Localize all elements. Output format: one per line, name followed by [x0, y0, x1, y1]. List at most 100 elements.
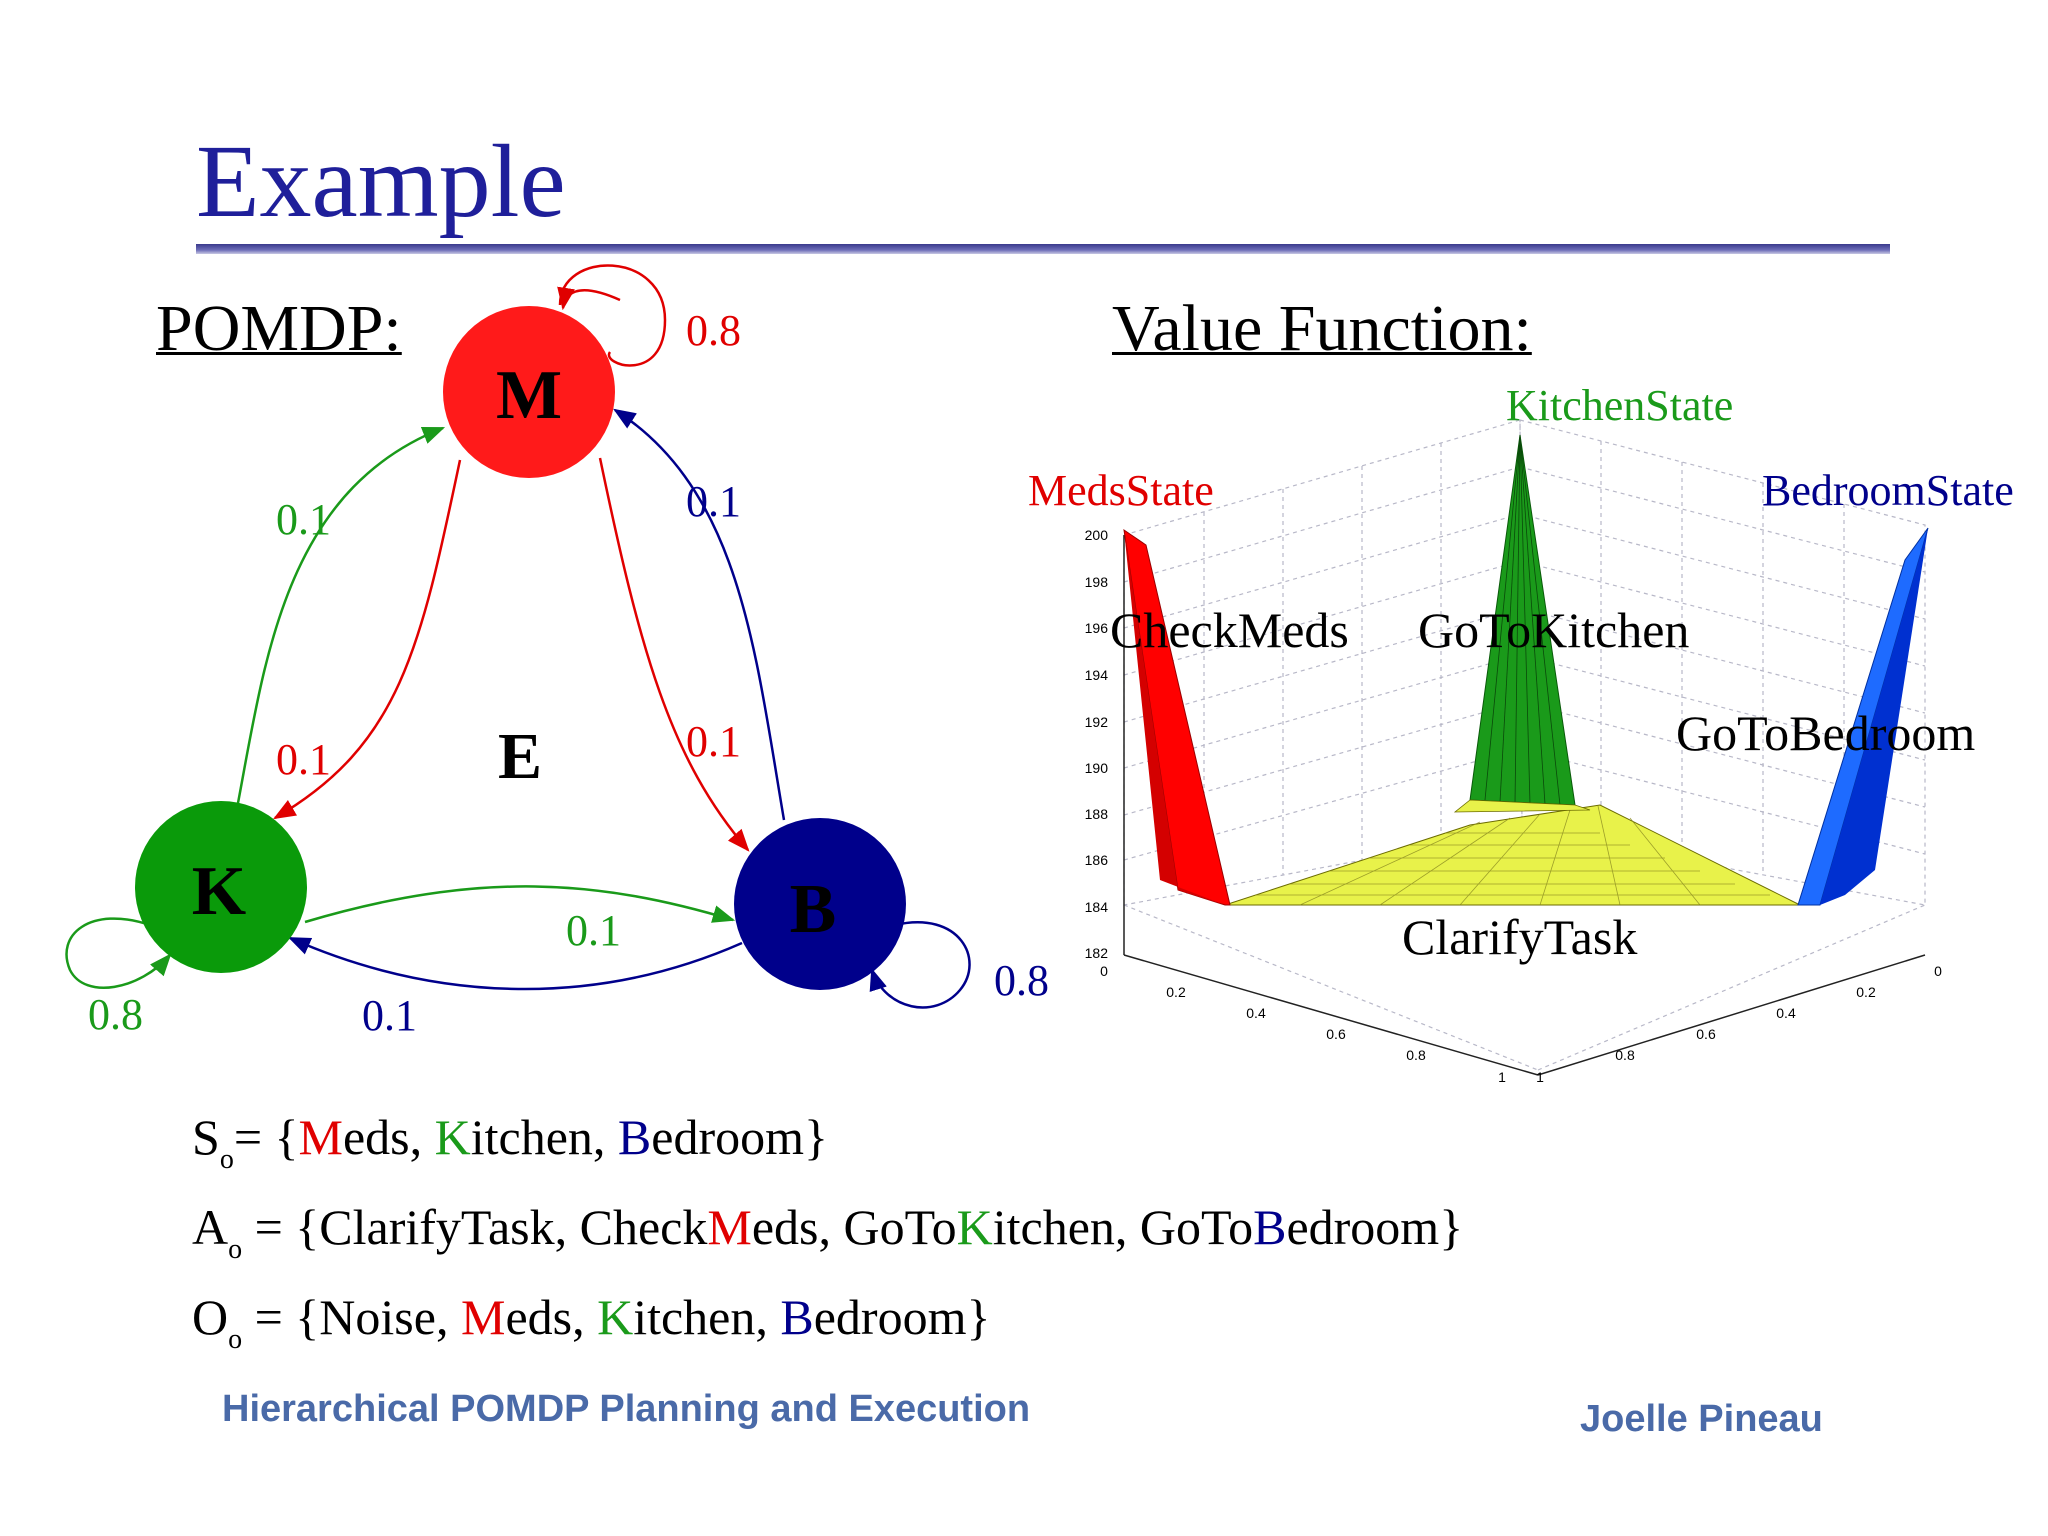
- z-tick-label: 184: [1085, 899, 1109, 915]
- set-text: eds,: [505, 1289, 598, 1345]
- clarify-task-label: ClarifyTask: [1402, 909, 1637, 965]
- set-text: edroom}: [651, 1109, 829, 1165]
- x-tick-label: 0.8: [1406, 1047, 1426, 1063]
- label-k-to-b: 0.1: [566, 906, 621, 955]
- initial-m: M: [298, 1109, 343, 1165]
- set-text: eds,: [342, 1109, 435, 1165]
- z-tick-label: 186: [1085, 852, 1109, 868]
- set-open: = {: [233, 1109, 299, 1165]
- label-b-to-m: 0.1: [686, 477, 741, 526]
- initial-k: K: [956, 1199, 993, 1255]
- x-tick-label: 0.6: [1326, 1026, 1346, 1042]
- y-tick-label: 0.6: [1696, 1026, 1716, 1042]
- z-tick-label: 192: [1085, 714, 1109, 730]
- node-k-label: K: [192, 853, 246, 930]
- set-text: edroom}: [1286, 1199, 1464, 1255]
- set-subscript: o: [219, 1144, 234, 1175]
- z-tick-label: 182: [1085, 945, 1109, 961]
- edge-b-to-m: [613, 408, 786, 821]
- node-e-label: E: [498, 720, 542, 793]
- states-set: So= {Meds, Kitchen, Bedroom}: [192, 1112, 828, 1174]
- set-text: itchen, GoTo: [992, 1199, 1254, 1255]
- edge-b-to-k: [287, 936, 743, 991]
- set-subscript: o: [228, 1324, 243, 1355]
- bedroom-spike: [1797, 527, 1929, 906]
- initial-k: K: [597, 1289, 634, 1345]
- kitchen-state-label: KitchenState: [1506, 381, 1733, 430]
- set-text: eds, GoTo: [751, 1199, 957, 1255]
- y-tick-label: 1: [1536, 1069, 1544, 1085]
- plot-axes: [1123, 535, 1926, 1076]
- meds-spike-side: [1124, 530, 1225, 905]
- go-to-kitchen-label: GoToKitchen: [1418, 602, 1689, 658]
- plane-surface: [1224, 804, 1801, 906]
- y-tick-label: 0: [1934, 963, 1942, 979]
- label-b-to-k: 0.1: [362, 991, 417, 1040]
- z-tick-label: 190: [1085, 760, 1109, 776]
- go-to-bedroom-label: GoToBedroom: [1676, 705, 1975, 761]
- initial-b: B: [617, 1109, 652, 1165]
- label-k-self: 0.8: [88, 990, 143, 1039]
- bedroom-spike-side: [1820, 528, 1928, 905]
- set-text: itchen,: [470, 1109, 618, 1165]
- footer-title: Hierarchical POMDP Planning and Executio…: [222, 1388, 1031, 1430]
- edge-m-self-arrow: [557, 286, 621, 311]
- set-text: edroom}: [813, 1289, 991, 1345]
- set-text: itchen,: [633, 1289, 781, 1345]
- initial-b: B: [780, 1289, 814, 1345]
- z-tick-label: 188: [1085, 806, 1109, 822]
- x-ticks: 0 0.2 0.4 0.6 0.8 1: [1100, 963, 1506, 1085]
- observations-set: Oo = {Noise, Meds, Kitchen, Bedroom}: [192, 1292, 990, 1354]
- edge-m-self: [558, 264, 667, 367]
- actions-set: Ao = {ClarifyTask, CheckMeds, GoToKitche…: [192, 1202, 1463, 1264]
- slide-title: Example: [196, 124, 566, 239]
- meds-state-label: MedsState: [1028, 466, 1214, 515]
- initial-k: K: [434, 1109, 471, 1165]
- x-tick-label: 0: [1100, 963, 1108, 979]
- z-tick-label: 200: [1085, 527, 1109, 543]
- set-symbol: A: [192, 1199, 229, 1255]
- x-tick-label: 1: [1498, 1069, 1506, 1085]
- y-ticks: 1 0.8 0.6 0.4 0.2 0: [1536, 963, 1942, 1085]
- check-meds-label: CheckMeds: [1110, 602, 1349, 658]
- edge-k-to-b: [304, 885, 736, 924]
- y-tick-label: 0.8: [1615, 1047, 1635, 1063]
- z-ticks: 200 198 196 194 192 190 188 186 184 182: [1085, 527, 1109, 961]
- node-b-label: B: [790, 871, 837, 948]
- kitchen-spike-base: [1453, 799, 1591, 813]
- kitchen-spike-mesh: [1484, 434, 1561, 806]
- edge-m-to-k: [273, 459, 462, 820]
- initial-b: B: [1253, 1199, 1287, 1255]
- label-m-to-b: 0.1: [686, 717, 741, 766]
- node-m: [443, 306, 615, 478]
- value-function-heading: Value Function:: [1112, 292, 1532, 365]
- set-symbol: S: [192, 1109, 220, 1165]
- label-m-self: 0.8: [686, 306, 741, 355]
- z-tick-label: 194: [1085, 667, 1109, 683]
- x-tick-label: 0.2: [1166, 984, 1186, 1000]
- edge-k-self: [65, 917, 172, 989]
- x-tick-label: 0.4: [1246, 1005, 1266, 1021]
- edge-m-to-b: [598, 457, 750, 852]
- node-m-label: M: [496, 357, 562, 434]
- z-tick-label: 196: [1085, 620, 1109, 636]
- pomdp-heading: POMDP:: [156, 292, 402, 365]
- node-k: [135, 801, 307, 973]
- y-tick-label: 0.4: [1776, 1005, 1796, 1021]
- label-b-self: 0.8: [994, 956, 1049, 1005]
- initial-m: M: [707, 1199, 752, 1255]
- set-subscript: o: [228, 1234, 243, 1265]
- label-m-to-k: 0.1: [276, 735, 331, 784]
- set-symbol: O: [192, 1289, 229, 1345]
- plane-mesh: [1255, 805, 1770, 906]
- y-tick-label: 0.2: [1856, 984, 1876, 1000]
- edge-b-self: [869, 921, 971, 1009]
- title-rule: [196, 244, 1890, 254]
- set-open: = {ClarifyTask, Check: [242, 1199, 708, 1255]
- edge-k-to-m: [236, 426, 446, 804]
- footer-author: Joelle Pineau: [1580, 1398, 1823, 1440]
- node-b: [734, 818, 906, 990]
- label-k-to-m: 0.1: [276, 495, 331, 544]
